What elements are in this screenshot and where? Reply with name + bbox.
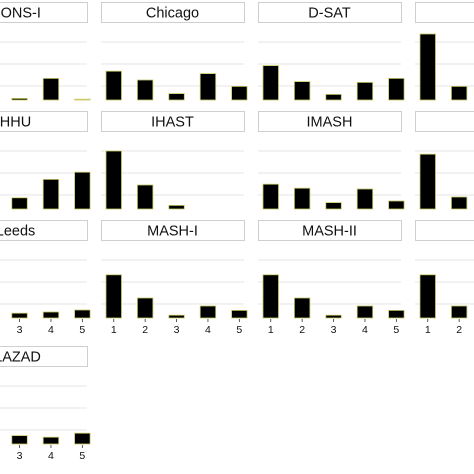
panel-title: Leeds — [0, 224, 35, 240]
bar-2 — [450, 305, 468, 319]
panel-strip — [258, 111, 402, 132]
bar-5 — [231, 309, 248, 319]
panel-strip — [0, 346, 88, 367]
panel-strip — [0, 2, 88, 23]
x-tick-label: 1 — [425, 324, 431, 336]
bar-2 — [450, 196, 468, 210]
x-tick-label: 2 — [456, 324, 462, 336]
panel-strip — [101, 220, 245, 241]
bar-3 — [168, 93, 185, 101]
bar-4 — [42, 78, 60, 101]
x-tick-label: 4 — [205, 324, 211, 336]
bar-1 — [419, 153, 436, 210]
x-tick-label: 2 — [142, 324, 148, 336]
bar-3 — [11, 197, 28, 210]
panel-strip — [415, 2, 474, 23]
panel-strip — [415, 111, 474, 132]
bar-5 — [388, 200, 405, 210]
bar-3 — [325, 94, 342, 101]
panel-title: ILAZAD — [0, 350, 41, 366]
x-tick-label: 4 — [48, 324, 54, 336]
bar-1 — [419, 274, 436, 319]
bar-2 — [136, 79, 154, 101]
panel-strip — [101, 2, 245, 23]
x-tick-label: 5 — [393, 324, 399, 336]
x-tick-label: 5 — [79, 450, 85, 462]
bar-1 — [262, 274, 279, 319]
bar-1 — [105, 150, 122, 210]
panel-strip — [258, 2, 402, 23]
panel-strip — [415, 220, 474, 241]
x-tick-label: 3 — [17, 324, 23, 336]
panel-title: Chicago — [146, 6, 199, 22]
bar-5 — [74, 98, 91, 101]
bar-3 — [11, 435, 28, 445]
bar-4 — [356, 305, 374, 319]
panel-title: IHAST — [151, 115, 194, 131]
bar-5 — [388, 309, 405, 319]
panel-strip — [101, 111, 245, 132]
bar-5 — [74, 309, 91, 319]
panel-title: MASH-I — [147, 224, 198, 240]
bar-3 — [325, 202, 342, 210]
bar-4 — [42, 311, 60, 319]
bar-2 — [136, 297, 154, 319]
bar-3 — [168, 204, 185, 210]
bar-5 — [388, 78, 405, 101]
bar-4 — [356, 188, 374, 210]
bar-1 — [105, 70, 122, 101]
bar-5 — [74, 432, 91, 445]
x-tick-label: 4 — [362, 324, 368, 336]
bar-4 — [42, 178, 60, 210]
bar-3 — [168, 314, 185, 319]
x-tick-label: 2 — [299, 324, 305, 336]
x-tick-label: 1 — [268, 324, 274, 336]
bar-2 — [450, 86, 468, 101]
bar-1 — [105, 274, 122, 319]
panel-title: HHU — [0, 115, 31, 131]
panel-strip — [258, 220, 402, 241]
x-tick-label: 5 — [79, 324, 85, 336]
panel-title: D-SAT — [308, 6, 351, 22]
bar-5 — [231, 86, 248, 101]
bar-3 — [11, 312, 28, 319]
bar-2 — [293, 187, 311, 210]
bar-4 — [356, 82, 374, 101]
bar-1 — [419, 33, 436, 101]
bar-4 — [42, 436, 60, 445]
x-tick-label: 3 — [174, 324, 180, 336]
panel-title: MASH-II — [302, 224, 357, 240]
bar-1 — [262, 183, 279, 210]
bar-5 — [74, 171, 91, 210]
x-tick-label: 1 — [111, 324, 117, 336]
x-tick-label: 5 — [236, 324, 242, 336]
bar-3 — [325, 314, 342, 319]
x-tick-label: 3 — [17, 450, 23, 462]
bar-1 — [262, 65, 279, 101]
bar-4 — [199, 305, 217, 319]
panel-strip — [0, 220, 88, 241]
bar-4 — [199, 73, 217, 101]
panel-title: CONS-I — [0, 6, 41, 22]
panel-title: IMASH — [307, 115, 353, 131]
bar-2 — [293, 81, 311, 101]
bar-3 — [11, 98, 28, 101]
bar-2 — [293, 297, 311, 319]
x-tick-label: 4 — [48, 450, 54, 462]
bar-2 — [136, 184, 154, 210]
panel-strip — [0, 111, 88, 132]
x-tick-label: 3 — [331, 324, 337, 336]
